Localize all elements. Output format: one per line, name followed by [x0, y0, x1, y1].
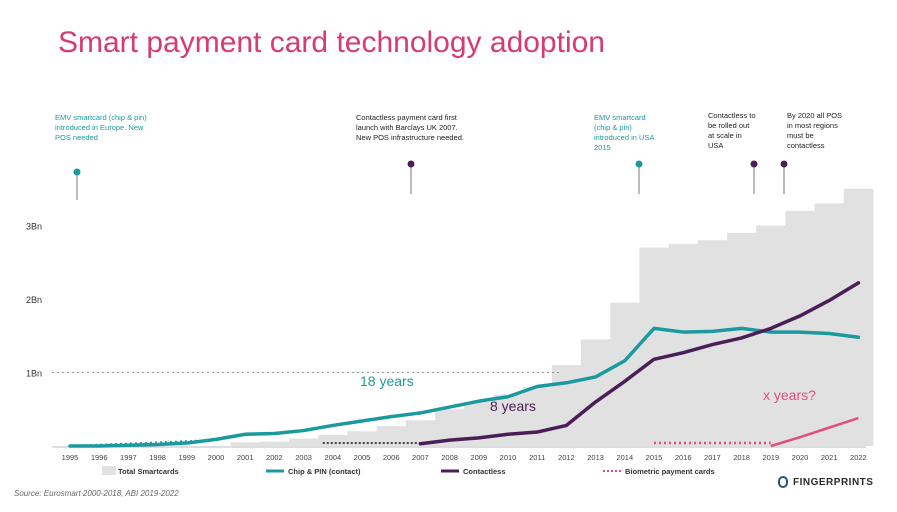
x-tick-label: 2001: [237, 453, 254, 462]
total-smartcards-bar: [289, 438, 319, 446]
annotation-text: at scale in: [708, 131, 742, 140]
total-smartcards-bar: [551, 365, 582, 446]
x-tick-label: 1997: [120, 453, 137, 462]
total-smartcards-bar: [376, 426, 407, 446]
chip-pin-series-line: [68, 326, 861, 448]
x-tick-label: 2016: [675, 453, 692, 462]
biometric-series-line: [770, 416, 859, 448]
x-tick-label: 2010: [500, 453, 517, 462]
total-smartcards-bar: [318, 434, 348, 446]
x-tick-label: 2019: [762, 453, 779, 462]
annotation-text: (chip & pin): [594, 123, 632, 132]
annotation-text: 2015: [594, 143, 611, 152]
annotation-pin-dot: [780, 160, 788, 168]
legend-label: Chip & PIN (contact): [288, 467, 361, 476]
x-tick-label: 2021: [821, 453, 838, 462]
total-smartcards-bar: [843, 188, 874, 446]
total-smartcards-bar: [814, 203, 845, 446]
y-tick-label: 2Bn: [26, 295, 42, 305]
annotation-group: EMV smartcard(chip & pin)introduced in U…: [594, 113, 654, 194]
total-smartcards-bar: [522, 387, 553, 446]
x-tick-label: 2006: [383, 453, 400, 462]
x-tick-label: 1998: [149, 453, 166, 462]
x-tick-label: 2020: [792, 453, 809, 462]
x-tick-label: 2017: [704, 453, 721, 462]
brand-logo: FINGERPRINTS: [778, 476, 873, 488]
contactless-series-line: [418, 281, 861, 446]
annotation-text: USA: [708, 141, 723, 150]
x-tick-label: 2003: [295, 453, 312, 462]
legend-label: Contactless: [463, 467, 506, 476]
annotation-text: Contactless to: [708, 111, 756, 120]
total-smartcards-bar: [668, 243, 699, 446]
source-note: Source: Eurosmart 2000-2018, ABI 2019-20…: [14, 489, 179, 498]
y-tick-label: 1Bn: [26, 369, 42, 379]
annotation-text: EMV smartcard: [594, 113, 646, 122]
brand-name: FINGERPRINTS: [793, 476, 874, 488]
x-tick-label: 2012: [558, 453, 575, 462]
x-tick-label: 2013: [587, 453, 604, 462]
legend-label: Total Smartcards: [118, 467, 179, 476]
x-tick-label: 2000: [208, 453, 225, 462]
x-tick-label: 2007: [412, 453, 429, 462]
x-tick-label: 2005: [354, 453, 371, 462]
page-title: Smart payment card technology adoption: [58, 26, 605, 59]
fingerprint-icon: [778, 476, 788, 488]
annotation-group: EMV smartcard (chip & pin)introduced in …: [55, 113, 147, 200]
callout-biometric-years: x years?: [763, 387, 816, 403]
annotation-text: By 2020 all POS: [787, 111, 842, 120]
y-tick-label: 3Bn: [26, 222, 42, 232]
legend: Total Smartcards Chip & PIN (contact) Cont…: [102, 466, 715, 476]
x-tick-label: 2022: [850, 453, 867, 462]
annotation-text: EMV smartcard (chip & pin): [55, 113, 147, 122]
x-tick-label: 1996: [91, 453, 108, 462]
annotation-pin-dot: [407, 160, 415, 168]
x-tick-label: 2011: [529, 453, 545, 462]
annotation-text: introduced in USA: [594, 133, 654, 142]
total-smartcards-bar: [639, 247, 670, 446]
total-smartcards-bar: [493, 394, 524, 446]
x-tick-label: 2009: [470, 453, 487, 462]
annotation-text: New POS infrastructure needed.: [356, 133, 464, 142]
annotation-pin-dot: [635, 160, 643, 168]
annotation-text: POS needed: [55, 133, 98, 142]
total-smartcards-bar: [259, 441, 290, 446]
x-tick-label: 2002: [266, 453, 283, 462]
callout-contactless-years: 8 years: [490, 398, 536, 414]
x-tick-label: 2014: [616, 453, 633, 462]
annotation-text: in most regions: [787, 121, 838, 130]
total-smartcards-bar: [785, 210, 816, 446]
x-tick-label: 2008: [441, 453, 458, 462]
annotation-pin-dot: [750, 160, 758, 168]
x-tick-label: 2018: [733, 453, 750, 462]
annotation-text: Contactless payment card first: [356, 113, 458, 122]
annotation-text: introduced in Europe. New: [55, 123, 144, 132]
total-smartcards-bar: [756, 225, 786, 446]
annotation-text: contactless: [787, 141, 825, 150]
x-tick-label: 1999: [178, 453, 195, 462]
x-tick-label: 2015: [646, 453, 663, 462]
annotation-text: must be: [787, 131, 814, 140]
annotation-text: be rolled out: [708, 121, 750, 130]
x-tick-label: 2004: [324, 453, 341, 462]
legend-swatch-bar: [102, 466, 116, 475]
callout-chip-years: 18 years: [360, 373, 414, 389]
annotation-text: launch with Barclays UK 2007.: [356, 123, 458, 132]
x-tick-label: 1995: [62, 453, 79, 462]
total-smartcards-bar: [230, 442, 261, 446]
legend-label: Biometric payment cards: [625, 467, 715, 476]
annotation-pin-dot: [73, 168, 81, 176]
